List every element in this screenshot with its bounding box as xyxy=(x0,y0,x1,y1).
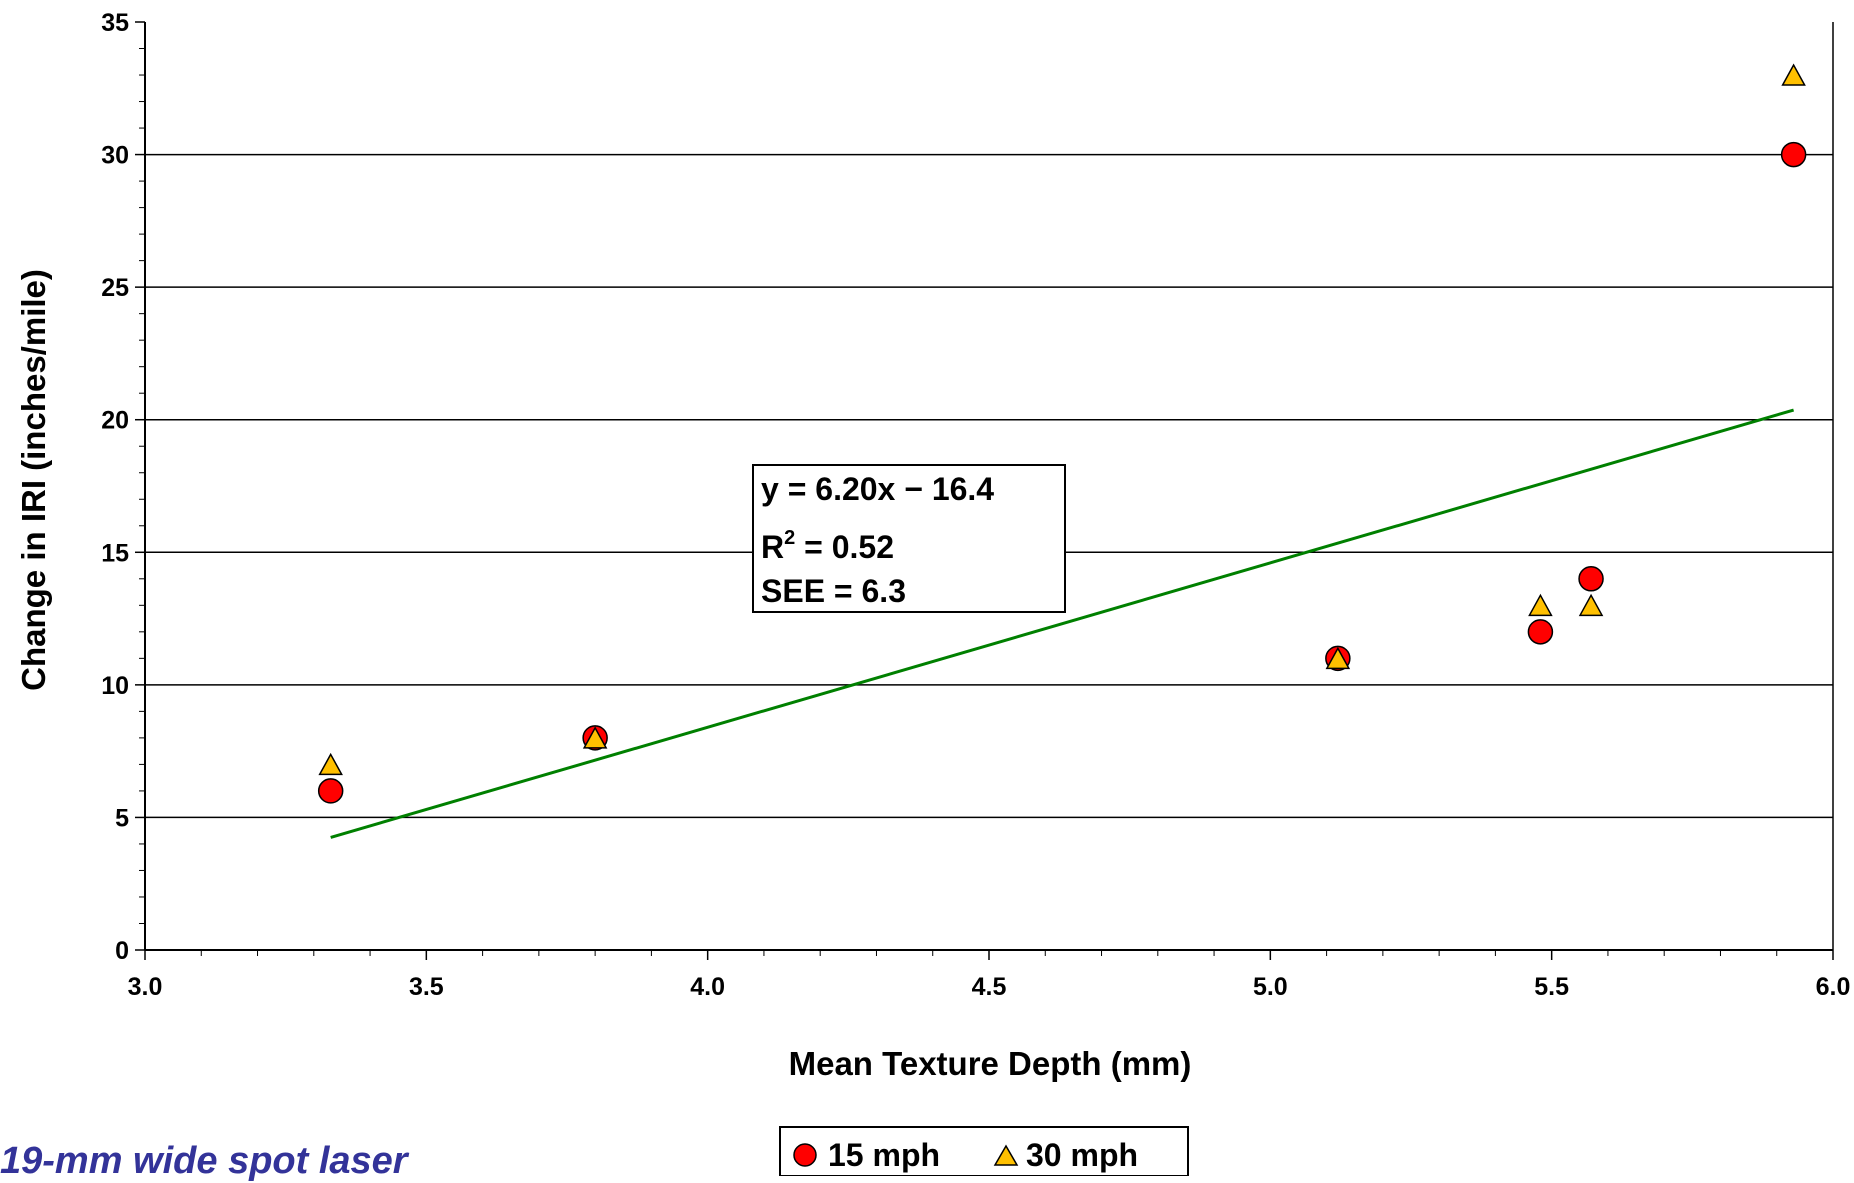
x-tick-label: 6.0 xyxy=(1816,973,1851,1001)
point-15mph xyxy=(1527,619,1554,645)
x-tick-label: 5.5 xyxy=(1534,973,1569,1001)
y-tick-label: 5 xyxy=(115,804,129,832)
equation-box: y = 6.20x − 16.4 R2 = 0.52 SEE = 6.3 xyxy=(752,464,1066,613)
point-30mph xyxy=(582,726,608,749)
x-tick-label: 3.5 xyxy=(409,973,444,1001)
point-30mph xyxy=(1578,593,1604,617)
y-axis-title: Change in IRI (inches/mile) xyxy=(15,269,52,691)
equation-box-frame xyxy=(752,464,1066,613)
legend: 15 mph 30 mph xyxy=(779,1126,1189,1176)
trendline xyxy=(330,408,1795,839)
y-tick-label: 10 xyxy=(101,672,129,700)
r-squared-text: R2 = 0.52 xyxy=(761,527,894,565)
point-30mph xyxy=(1781,63,1806,86)
legend-label-30mph: 30 mph xyxy=(1026,1137,1138,1173)
data-points xyxy=(317,63,1807,804)
point-30mph xyxy=(1325,646,1351,670)
x-axis-title: Mean Texture Depth (mm) xyxy=(789,1045,1192,1082)
x-tick-label: 4.5 xyxy=(972,973,1007,1001)
y-tick-label: 25 xyxy=(101,274,129,302)
legend-label-15mph: 15 mph xyxy=(828,1137,940,1173)
x-tick-label: 5.0 xyxy=(1253,973,1288,1001)
point-30mph xyxy=(1528,593,1553,617)
trendline-layer xyxy=(330,408,1795,839)
y-tick-label: 30 xyxy=(101,142,129,170)
legend-triangle-marker xyxy=(993,1144,1019,1166)
y-tick-label: 15 xyxy=(101,539,129,567)
y-tick-label: 20 xyxy=(101,407,129,435)
x-tick-label: 3.0 xyxy=(128,973,163,1001)
y-tick-label: 35 xyxy=(101,9,129,37)
see-text: SEE = 6.3 xyxy=(761,573,906,609)
equation-text: y = 6.20x − 16.4 xyxy=(761,471,994,507)
x-tick-label: 4.0 xyxy=(690,973,725,1001)
point-15mph xyxy=(1578,566,1604,592)
point-30mph xyxy=(318,752,343,776)
legend-frame xyxy=(779,1126,1189,1176)
point-15mph xyxy=(317,778,344,804)
axes xyxy=(135,21,1834,960)
point-15mph xyxy=(1780,141,1807,168)
x-tick-labels: 3.0 3.5 4.0 4.5 5.0 5.5 6.0 xyxy=(128,973,1851,1001)
caption: 19-mm wide spot laser xyxy=(0,1140,408,1182)
y-tick-labels: 0 5 10 15 20 25 30 35 xyxy=(101,9,129,965)
legend-circle-marker xyxy=(793,1143,817,1167)
y-tick-label: 0 xyxy=(115,937,129,965)
